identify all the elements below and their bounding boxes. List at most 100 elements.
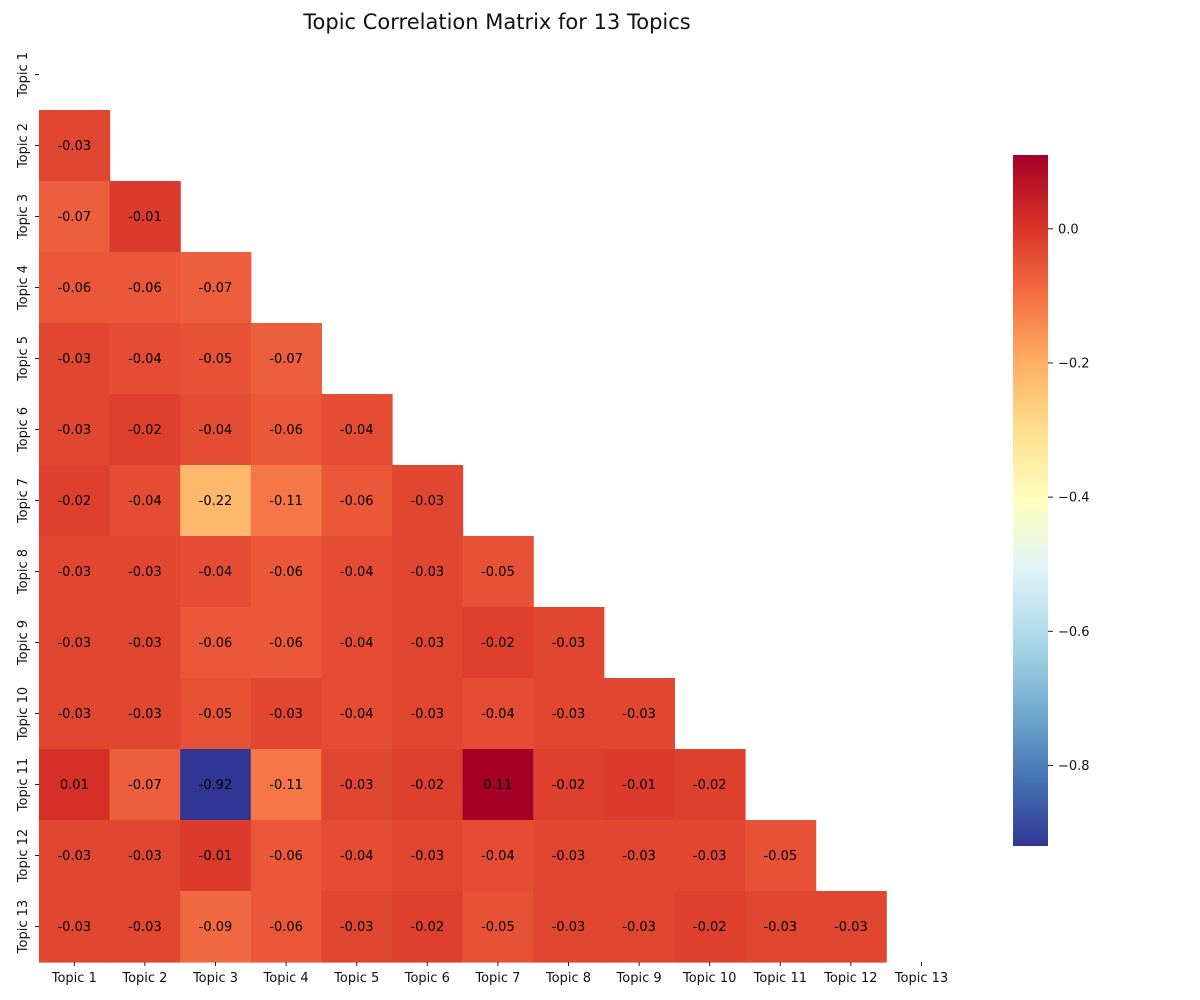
x-tick-label: Topic 8 [545,971,591,986]
heatmap-cell [603,820,675,892]
y-tick-label: Topic 5 [16,336,31,382]
cell-value-label: -0.03 [410,565,444,580]
heatmap-cell [39,749,111,821]
heatmap-cell [109,678,181,750]
cell-value-label: -0.02 [57,494,91,509]
heatmap-cell [39,323,111,395]
cell-value-label: -0.05 [481,920,515,935]
x-tick-label: Topic 5 [333,971,379,986]
cell-value-label: -0.92 [199,778,233,793]
heatmap-cell [250,678,322,750]
heatmap-cell [462,536,534,608]
cell-value-label: -0.05 [763,849,797,864]
cell-value-label: -0.02 [693,920,727,935]
heatmap-cell [462,678,534,750]
heatmap-cell [180,678,252,750]
heatmap-cell [180,465,252,537]
cell-value-label: -0.02 [410,778,444,793]
cell-value-label: -0.04 [199,423,233,438]
cell-value-label: -0.03 [763,920,797,935]
cell-value-label: -0.03 [57,920,91,935]
heatmap-cell [462,891,534,963]
heatmap-cell [180,394,252,466]
x-tick-label: Topic 11 [753,971,807,986]
heatmap-cell [39,820,111,892]
cell-value-label: -0.03 [410,849,444,864]
x-tick-label: Topic 2 [121,971,167,986]
heatmap-cell [39,607,111,679]
y-tick-label: Topic 8 [16,549,31,595]
cell-value-label: -0.01 [128,210,162,225]
cell-value-label: -0.03 [552,849,586,864]
heatmap-cell [674,749,746,821]
heatmap-cell [109,181,181,253]
cell-value-label: -0.06 [128,281,162,296]
chart-title: Topic Correlation Matrix for 13 Topics [303,10,691,34]
heatmap-cell [321,891,393,963]
heatmap-cell [533,607,605,679]
cell-value-label: -0.03 [57,707,91,722]
cell-value-label: 0.11 [483,778,512,793]
heatmap-cell [321,465,393,537]
heatmap-cell [109,749,181,821]
y-tick-label: Topic 12 [16,829,31,883]
cell-value-label: -0.04 [340,423,374,438]
cell-value-label: -0.03 [57,423,91,438]
heatmap-cell [462,749,534,821]
x-tick-label: Topic 4 [263,971,309,986]
cell-value-label: -0.03 [269,707,303,722]
cell-value-label: -0.04 [340,565,374,580]
cell-value-label: -0.03 [340,778,374,793]
cell-value-label: -0.03 [552,920,586,935]
y-tick-label: Topic 6 [16,407,31,453]
cell-value-label: -0.06 [340,494,374,509]
heatmap-cell [109,891,181,963]
heatmap-cell [39,465,111,537]
heatmap-cell [180,323,252,395]
cell-value-label: -0.06 [269,565,303,580]
cell-value-label: -0.06 [269,423,303,438]
heatmap-cell [39,536,111,608]
cell-value-label: -0.02 [128,423,162,438]
heatmap-cell [250,394,322,466]
heatmap-cell [815,891,887,963]
heatmap-cell-labels: -0.03 -0.07 -0.01 -0.06 -0.06 -0.07 -0.03 -0.04… [57,139,867,935]
x-tick-label: Topic 9 [616,971,662,986]
x-tick-label: Topic 3 [192,971,238,986]
cell-value-label: -0.03 [410,707,444,722]
heatmap-cell [250,536,322,608]
heatmap-cell [180,820,252,892]
heatmap-cell [321,678,393,750]
heatmap-cell [674,891,746,963]
heatmap-cell [392,749,464,821]
cell-value-label: -0.06 [269,636,303,651]
cell-value-label: -0.03 [622,707,656,722]
cell-value-label: -0.04 [199,565,233,580]
heatmap-cell [321,394,393,466]
cell-value-label: -0.07 [269,352,303,367]
heatmap-cell [250,749,322,821]
heatmap-cell [392,465,464,537]
x-tick-label: Topic 12 [823,971,877,986]
cell-value-label: -0.03 [340,920,374,935]
heatmap-cell [250,607,322,679]
cell-value-label: -0.11 [269,778,303,793]
y-tick-label: Topic 10 [16,687,31,741]
cell-value-label: -0.04 [340,849,374,864]
heatmap-cell [39,110,111,182]
heatmap-cell [109,252,181,324]
cell-value-label: -0.03 [410,636,444,651]
x-axis: Topic 1 Topic 2 Topic 3 Topic 4 Topic 5 Topic… [51,962,948,986]
cell-value-label: -0.11 [269,494,303,509]
heatmap-cell [39,891,111,963]
cell-value-label: -0.03 [57,565,91,580]
cell-value-label: -0.05 [199,707,233,722]
cell-value-label: -0.03 [57,636,91,651]
heatmap-cell [603,678,675,750]
cell-value-label: -0.04 [340,636,374,651]
heatmap-cell [250,465,322,537]
heatmap-cell [250,891,322,963]
heatmap-cell [109,607,181,679]
y-tick-label: Topic 7 [16,478,31,524]
